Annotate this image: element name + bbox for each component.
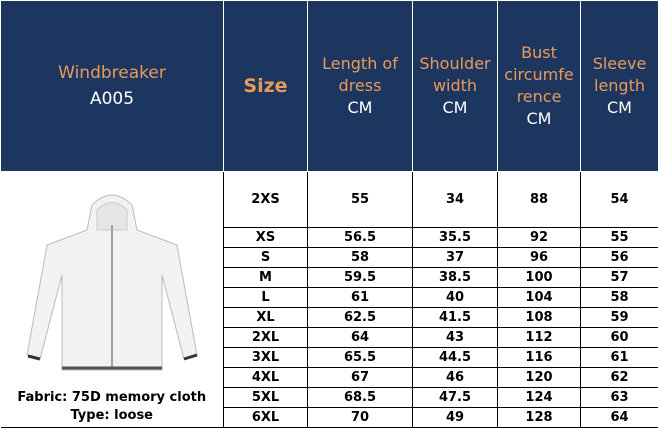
- size-cell: XL: [223, 307, 308, 328]
- measure-cell: 124: [497, 387, 581, 408]
- column-unit: CM: [442, 98, 468, 117]
- size-row: Fabric: 75D memory cloth Type: loose 2XS 55…: [0, 171, 658, 428]
- product-title-cell: Windbreaker A005: [0, 0, 224, 172]
- measure-cell: 62: [580, 367, 658, 388]
- size-cell: 4XL: [223, 367, 308, 388]
- measure-cell: 61: [580, 347, 658, 368]
- measure-cell: 58: [580, 287, 658, 308]
- measure-cell: 100: [497, 267, 581, 288]
- measure-cell: 40: [412, 287, 498, 308]
- column-unit: CM: [526, 109, 552, 128]
- measure-cell: 37: [412, 247, 498, 268]
- measure-cell: 92: [497, 227, 581, 248]
- measure-cell: 65.5: [307, 347, 413, 368]
- size-cell: 2XL: [223, 327, 308, 348]
- size-row: L 61 40 104 58: [1, 287, 658, 308]
- measure-cell: 46: [412, 367, 498, 388]
- measure-cell: 59.5: [307, 267, 413, 288]
- measure-cell: 64: [580, 407, 658, 428]
- column-unit: CM: [607, 98, 632, 117]
- measure-cell: 44.5: [412, 347, 498, 368]
- measure-cell: 128: [497, 407, 581, 428]
- size-row: XS 56.5 35.5 92 55: [1, 227, 658, 248]
- measure-cell: 116: [497, 347, 581, 368]
- measure-cell: 58: [307, 247, 413, 268]
- measure-cell: 47.5: [412, 387, 498, 408]
- column-header-line: width: [432, 76, 478, 95]
- measure-cell: 55: [307, 171, 413, 228]
- size-cell: S: [223, 247, 308, 268]
- column-header-line: rence: [516, 87, 562, 106]
- column-header: Length of dress CM: [307, 0, 413, 172]
- header-row: Windbreaker A005 Size Length of dress CM Sh…: [0, 0, 658, 172]
- product-title: Windbreaker: [58, 63, 166, 83]
- measure-cell: 112: [497, 327, 581, 348]
- size-cell: 2XS: [223, 171, 308, 228]
- column-header: Shoulder width CM: [412, 0, 498, 172]
- measure-cell: 62.5: [307, 307, 413, 328]
- measure-cell: 56.5: [307, 227, 413, 248]
- type-label: Type: loose: [70, 408, 154, 423]
- column-header-line: circumfe: [504, 65, 574, 84]
- size-row: XL 62.5 41.5 108 59: [1, 307, 658, 328]
- size-row: 6XL 70 49 128 64: [1, 407, 658, 428]
- column-header-line: Bust: [521, 43, 557, 62]
- measure-cell: 35.5: [412, 227, 498, 248]
- measure-cell: 59: [580, 307, 658, 328]
- measure-cell: 64: [307, 327, 413, 348]
- measure-cell: 120: [497, 367, 581, 388]
- size-cell: 3XL: [223, 347, 308, 368]
- measure-cell: 70: [307, 407, 413, 428]
- jacket-image: [26, 194, 198, 371]
- column-header-line: length: [594, 76, 645, 95]
- measure-cell: 55: [580, 227, 658, 248]
- size-row: S 58 37 96 56: [1, 247, 658, 268]
- measure-cell: 54: [580, 171, 658, 228]
- product-text: Fabric: 75D memory cloth Type: loose: [1, 389, 224, 427]
- column-header: Sleeve length CM: [580, 0, 658, 172]
- size-row: 5XL 68.5 47.5 124 63: [1, 387, 658, 408]
- size-cell: 6XL: [223, 407, 308, 428]
- size-cell: XS: [223, 227, 308, 248]
- measure-cell: 57: [580, 267, 658, 288]
- measure-cell: 63: [580, 387, 658, 408]
- measure-cell: 49: [412, 407, 498, 428]
- column-header: Bust circumfe rence CM: [497, 0, 581, 172]
- size-cell: L: [223, 287, 308, 308]
- measure-cell: 38.5: [412, 267, 498, 288]
- measure-cell: 41.5: [412, 307, 498, 328]
- size-cell: 5XL: [223, 387, 308, 408]
- column-header-line: Sleeve: [592, 54, 647, 73]
- table-body: Fabric: 75D memory cloth Type: loose 2XS 55…: [0, 171, 658, 428]
- column-header-line: Length of: [322, 54, 398, 73]
- measure-cell: 56: [580, 247, 658, 268]
- measure-cell: 108: [497, 307, 581, 328]
- measure-cell: 43: [412, 327, 498, 348]
- size-row: 4XL 67 46 120 62: [1, 367, 658, 388]
- column-header-line: dress: [338, 76, 382, 95]
- measure-cell: 68.5: [307, 387, 413, 408]
- size-row: M 59.5 38.5 100 57: [1, 267, 658, 288]
- measure-cell: 60: [580, 327, 658, 348]
- measure-cell: 88: [497, 171, 581, 228]
- measure-cell: 67: [307, 367, 413, 388]
- column-header-line: Shoulder: [419, 54, 491, 73]
- column-unit: CM: [347, 98, 373, 117]
- size-header: Size: [223, 0, 308, 172]
- measure-cell: 61: [307, 287, 413, 308]
- measure-cell: 96: [497, 247, 581, 268]
- product-code: A005: [89, 89, 135, 109]
- measure-cell: 34: [412, 171, 498, 228]
- product-cell: Fabric: 75D memory cloth Type: loose: [0, 171, 224, 428]
- measure-cell: 104: [497, 287, 581, 308]
- size-cell: M: [223, 267, 308, 288]
- fabric-label: Fabric: 75D memory cloth: [17, 390, 207, 405]
